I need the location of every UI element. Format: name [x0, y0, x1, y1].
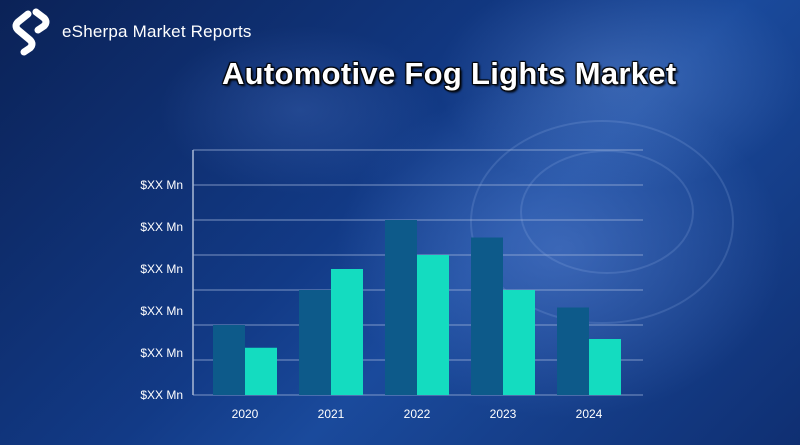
bar-2023-series-1 [471, 237, 503, 395]
esherpa-logo-icon [12, 8, 50, 56]
x-tick-label: 2020 [232, 407, 259, 421]
x-tick-label: 2021 [318, 407, 345, 421]
bar-2021-series-1 [299, 290, 331, 395]
bar-2020-series-2 [245, 347, 277, 395]
bar-2022-series-2 [417, 255, 449, 395]
bar-2024-series-2 [589, 339, 621, 395]
bar-2022-series-1 [385, 220, 417, 395]
bar-2020-series-1 [213, 325, 245, 395]
x-tick-label: 2023 [490, 407, 517, 421]
y-tick-label: $XX Mn [140, 178, 183, 192]
bar-2024-series-1 [557, 307, 589, 395]
brand-logo: eSherpa Market Reports [8, 8, 252, 56]
x-tick-label: 2024 [576, 407, 603, 421]
brand-name: eSherpa Market Reports [62, 22, 252, 41]
background-headlight-shape [470, 120, 734, 324]
y-tick-label: $XX Mn [140, 220, 183, 234]
background-headlight-inner-shape [520, 150, 694, 274]
chart-title: Automotive Fog Lights Market [222, 56, 677, 91]
y-tick-label: $XX Mn [140, 304, 183, 318]
y-axis-tick-labels: $XX Mn $XX Mn $XX Mn $XX Mn $XX Mn $XX Mn [140, 178, 183, 402]
bar-2023-series-2 [503, 290, 535, 395]
y-tick-label: $XX Mn [140, 346, 183, 360]
x-tick-label: 2022 [404, 407, 431, 421]
bars [213, 220, 621, 395]
bar-2021-series-2 [331, 269, 363, 395]
y-tick-label: $XX Mn [140, 262, 183, 276]
x-axis-tick-labels: 2020 2021 2022 2023 2024 [232, 407, 603, 421]
y-tick-label: $XX Mn [140, 388, 183, 402]
